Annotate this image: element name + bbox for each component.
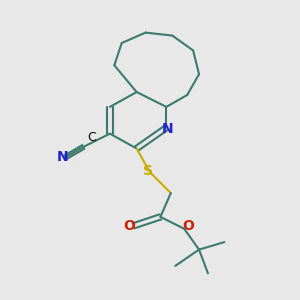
- Text: N: N: [56, 150, 68, 164]
- Text: C: C: [88, 131, 96, 144]
- Text: O: O: [123, 219, 135, 233]
- Text: S: S: [142, 164, 153, 178]
- Text: O: O: [183, 219, 195, 233]
- Text: N: N: [162, 122, 174, 136]
